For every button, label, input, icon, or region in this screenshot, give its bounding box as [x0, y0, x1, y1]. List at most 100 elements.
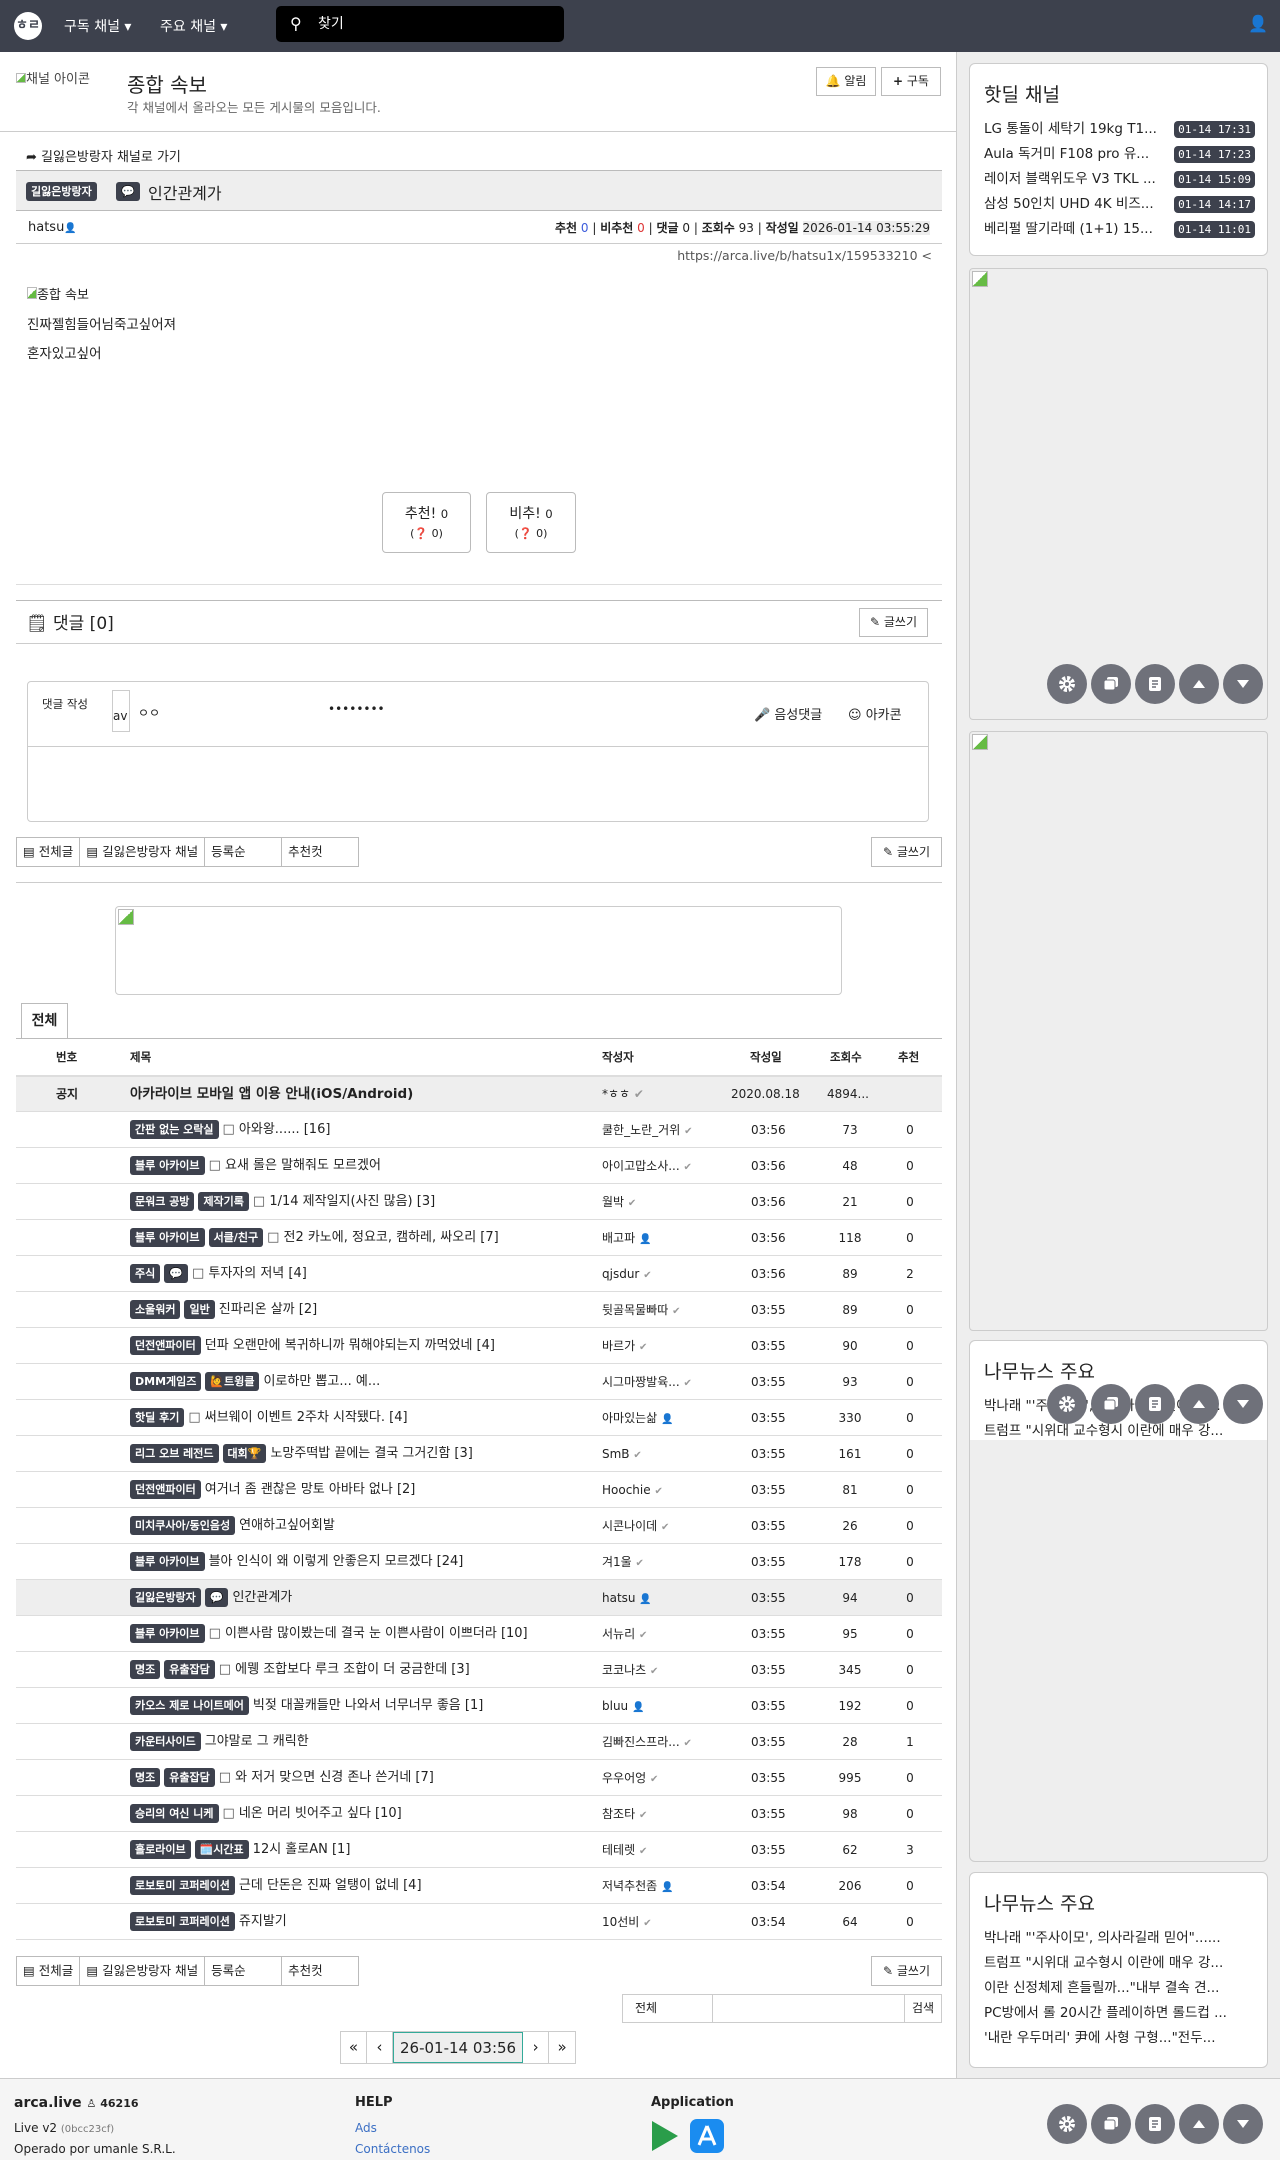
google-play-icon[interactable]	[652, 2121, 678, 2151]
scroll-down-icon[interactable]	[1223, 2104, 1263, 2144]
row-title[interactable]: 로보토미 코퍼레이션 쥬지발기	[130, 1904, 287, 1940]
hotdeal-item[interactable]: 삼성 50인치 UHD 4K 비즈... 01-14 14:17	[984, 192, 1255, 217]
comment-write-button[interactable]: ✎ 글쓰기	[859, 608, 928, 637]
category-badge[interactable]: 핫딜 후기	[130, 1408, 185, 1427]
sidebar-ad[interactable]	[969, 268, 1268, 720]
category-badge[interactable]: 승리의 여신 니케	[130, 1804, 219, 1823]
row-title[interactable]: 핫딜 후기 □ 써브웨이 이벤트 2주차 시작됐다. [4]	[130, 1400, 408, 1436]
category-badge[interactable]: 🙋트윙클	[205, 1372, 260, 1391]
row-title[interactable]: 소울워커 일반 진파리온 살까 [2]	[130, 1292, 317, 1328]
scroll-up-icon[interactable]	[1179, 664, 1219, 704]
settings-icon[interactable]	[1047, 1384, 1087, 1424]
category-badge[interactable]: 카오스 제로 나이트메어	[130, 1696, 249, 1715]
last-page-button[interactable]: »	[557, 2038, 567, 2056]
comments-icon[interactable]	[1091, 2104, 1131, 2144]
list-tab[interactable]: 추천컷	[281, 1956, 360, 1986]
category-badge[interactable]: 제작기록	[198, 1192, 249, 1211]
scroll-down-icon[interactable]	[1223, 664, 1263, 704]
row-title[interactable]: 미치쿠사아/동인음성 연애하고싶어회발	[130, 1508, 335, 1544]
row-author[interactable]: 배고파 👤	[602, 1231, 652, 1245]
row-title[interactable]: 던전앤파이터 여거너 좀 괜찮은 망토 아바타 없나 [2]	[130, 1472, 415, 1508]
category-badge[interactable]: 간판 없는 오락실	[130, 1120, 219, 1139]
category-badge[interactable]: 유출잡담	[164, 1660, 215, 1679]
row-title[interactable]: 주식 💬 □ 투자자의 저녁 [4]	[130, 1256, 307, 1292]
category-badge[interactable]: 로보토미 코퍼레이션	[130, 1912, 235, 1931]
table-row[interactable]: 카운터사이드 그야말로 그 캐릭한 김빠진스프라... ✔ 03:55 28 1	[16, 1724, 942, 1760]
category-badge[interactable]: 명조	[130, 1768, 161, 1787]
arca-logo[interactable]: ㅎㄹ	[14, 12, 42, 40]
table-row[interactable]: 블루 아카이브 □ 이쁜사람 많이봤는데 결국 눈 이쁜사람이 이쁘더라 [10]…	[16, 1616, 942, 1652]
category-badge[interactable]: 명조	[130, 1660, 161, 1679]
tab-all[interactable]: 전체	[21, 1003, 68, 1039]
list-tab[interactable]: ▤ 전체글	[16, 837, 81, 867]
row-author[interactable]: 코코나츠 ✔	[602, 1663, 659, 1677]
channel-badge[interactable]: 길잃은방랑자	[26, 182, 97, 201]
row-title[interactable]: 명조 유출잡담 □ 와 저거 맞으면 신경 존나 쓴거네 [7]	[130, 1760, 434, 1796]
category-badge[interactable]: 미치쿠사아/동인음성	[130, 1516, 236, 1535]
notice-row[interactable]: 공지 아카라이브 모바일 앱 이용 안내(iOS/Android) *ㅎㅎ ✔ …	[16, 1075, 942, 1112]
category-badge[interactable]: 카운터사이드	[130, 1732, 201, 1751]
category-badge[interactable]: 던전앤파이터	[130, 1480, 201, 1499]
password-field[interactable]: ••••••••	[328, 702, 385, 716]
sidebar-ad[interactable]	[969, 731, 1268, 1331]
major-channels-dropdown[interactable]: 주요 채널 ▾	[160, 19, 228, 35]
category-badge[interactable]: 문워크 공방	[130, 1192, 195, 1211]
row-author[interactable]: 겨1울 ✔	[602, 1555, 644, 1569]
ad-banner[interactable]	[115, 906, 842, 995]
category-badge[interactable]: 💬	[164, 1264, 188, 1283]
list-tab[interactable]: ▤ 길잃은방랑자 채널	[79, 1956, 206, 1986]
table-row[interactable]: 블루 아카이브 서클/친구 □ 전2 카노에, 정요코, 캠하레, 싸오리 [7] 배…	[16, 1220, 942, 1256]
post-url[interactable]: https://arca.live/b/hatsu1x/159533210 <	[677, 248, 932, 263]
scroll-up-icon[interactable]	[1179, 2104, 1219, 2144]
subscribe-button[interactable]: + 구독	[881, 67, 941, 96]
table-row[interactable]: 핫딜 후기 □ 써브웨이 이벤트 2주차 시작됐다. [4] 아마있는삶 👤 03:5…	[16, 1400, 942, 1436]
row-author[interactable]: bluu 👤	[602, 1699, 645, 1713]
nickname-field[interactable]: ㅇㅇ	[138, 706, 161, 720]
row-title[interactable]: 블루 아카이브 서클/친구 □ 전2 카노에, 정요코, 캠하레, 싸오리 [7]	[130, 1220, 499, 1256]
category-badge[interactable]: 길잃은방랑자	[130, 1588, 201, 1607]
table-row[interactable]: 간판 없는 오락실 □ 아와왕...... [16] 쿨한_노란_거위 ✔ 03:56…	[16, 1112, 942, 1148]
category-badge[interactable]: 대회🏆	[222, 1444, 267, 1463]
scroll-up-icon[interactable]	[1179, 1384, 1219, 1424]
subscribed-channels-dropdown[interactable]: 구독 채널 ▾	[64, 19, 132, 35]
hotdeal-item[interactable]: 레이저 블랙위도우 V3 TKL ... 01-14 15:09	[984, 167, 1255, 192]
category-badge[interactable]: 로보토미 코퍼레이션	[130, 1876, 235, 1895]
write-button-bottom[interactable]: ✎ 글쓰기	[871, 1956, 942, 1986]
category-badge[interactable]: 홀로라이브	[130, 1840, 191, 1859]
row-title[interactable]: 카오스 제로 나이트메어 빅젖 대꼴캐들만 나와서 너무너무 좋음 [1]	[130, 1688, 483, 1724]
row-title[interactable]: 카운터사이드 그야말로 그 캐릭한	[130, 1724, 309, 1760]
current-page[interactable]: 26-01-14 03:56	[393, 2032, 524, 2063]
table-row[interactable]: 주식 💬 □ 투자자의 저녁 [4] qjsdur ✔ 03:56 89 2	[16, 1256, 942, 1292]
search-input[interactable]: ⚲ 찾기	[276, 6, 564, 42]
row-author[interactable]: 서뉴리 ✔	[602, 1627, 648, 1641]
category-badge[interactable]: 블루 아카이브	[130, 1228, 205, 1247]
row-title[interactable]: 리그 오브 레전드 대회🏆 노망주떡밥 끝에는 결국 그거긴함 [3]	[130, 1436, 473, 1472]
row-title[interactable]: 블루 아카이브 □ 요새 롤은 말해줘도 모르겠어	[130, 1148, 381, 1184]
row-title[interactable]: 홀로라이브 🗓️시간표 12시 홀로AN [1]	[130, 1832, 350, 1868]
list-icon[interactable]	[1135, 664, 1175, 704]
row-author[interactable]: 테테렛 ✔	[602, 1843, 648, 1857]
row-title[interactable]: DMM게임즈 🙋트윙클 이로하만 뽑고... 예...	[130, 1364, 380, 1400]
site-name[interactable]: arca.live	[14, 2095, 82, 2111]
downvote-button[interactable]: 비추! 0 (❓ 0)	[486, 492, 576, 553]
board-search-input[interactable]	[713, 1995, 905, 2022]
search-button[interactable]: 검색	[911, 2001, 935, 2015]
category-badge[interactable]: 던전앤파이터	[130, 1336, 201, 1355]
user-icon[interactable]: 👤	[1248, 14, 1268, 33]
row-author[interactable]: 쿨한_노란_거위 ✔	[602, 1123, 693, 1137]
next-page-button[interactable]: ›	[523, 2032, 550, 2063]
category-badge[interactable]: DMM게임즈	[130, 1372, 202, 1391]
row-author[interactable]: Hoochie ✔	[602, 1483, 663, 1497]
news-item[interactable]: 트럼프 "시위대 교수형시 이란에 매우 강...	[984, 1423, 1224, 1439]
news-item[interactable]: 박나래 "'주사이모', 의사라길래 믿어"......	[984, 1930, 1221, 1946]
table-row[interactable]: 미치쿠사아/동인음성 연애하고싶어회발 시콘나이데 ✔ 03:55 26 0	[16, 1508, 942, 1544]
hotdeal-item[interactable]: LG 통돌이 세탁기 19kg T1... 01-14 17:31	[984, 117, 1255, 142]
category-badge[interactable]: 서클/친구	[208, 1228, 264, 1247]
row-title[interactable]: 길잃은방랑자 💬 인간관계가	[130, 1580, 292, 1616]
row-author[interactable]: hatsu 👤	[602, 1591, 652, 1605]
table-row[interactable]: 길잃은방랑자 💬 인간관계가 hatsu 👤 03:55 94 0	[16, 1580, 942, 1616]
row-author[interactable]: 시그마짱발육... ✔	[602, 1375, 692, 1389]
row-title[interactable]: 명조 유출잡담 □ 에뮁 조합보다 루크 조합이 더 궁금한데 [3]	[130, 1652, 470, 1688]
row-author[interactable]: 시콘나이데 ✔	[602, 1519, 670, 1533]
goto-channel-link[interactable]: ➦ 길잃은방랑자 채널로 가기	[26, 150, 181, 165]
